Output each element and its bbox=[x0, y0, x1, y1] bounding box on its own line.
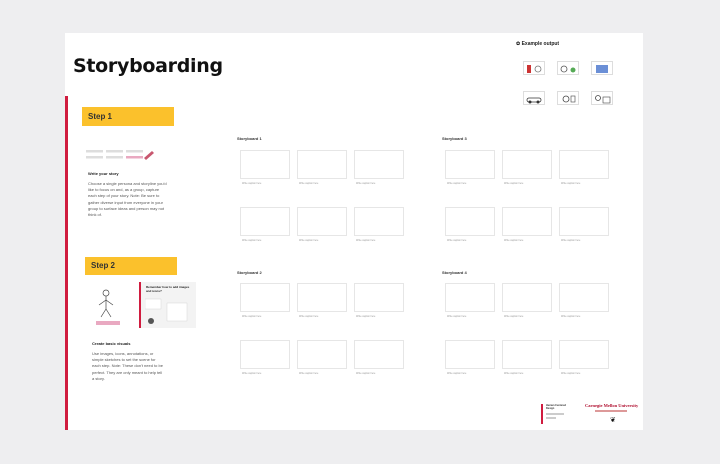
storyboard-frame[interactable] bbox=[240, 283, 290, 312]
cmu-logo-text: Carnegie Mellon University bbox=[585, 403, 639, 408]
frame-caption[interactable]: Write caption here bbox=[504, 372, 524, 375]
storyboard-frame[interactable] bbox=[354, 150, 404, 179]
frame-caption[interactable]: Write caption here bbox=[242, 372, 262, 375]
frame-caption[interactable]: Write caption here bbox=[299, 239, 319, 242]
storyboard-frame[interactable] bbox=[445, 207, 495, 236]
frame-caption[interactable]: Write caption here bbox=[504, 239, 524, 242]
step-1-illustration bbox=[86, 149, 158, 161]
frame-caption[interactable]: Write caption here bbox=[447, 239, 467, 242]
badge-line bbox=[546, 413, 564, 415]
step-1-banner: Step 1 bbox=[82, 107, 174, 126]
example-thumb bbox=[557, 61, 579, 75]
storyboard-frame[interactable] bbox=[559, 207, 609, 236]
storyboard-frame[interactable] bbox=[445, 150, 495, 179]
frame-caption[interactable]: Write caption here bbox=[447, 182, 467, 185]
example-thumb bbox=[591, 91, 613, 105]
left-accent-bar bbox=[65, 96, 68, 430]
step-2-banner: Step 2 bbox=[85, 257, 177, 275]
frame-caption[interactable]: Write caption here bbox=[561, 372, 581, 375]
storyboard-frame[interactable] bbox=[240, 150, 290, 179]
frame-caption[interactable]: Write caption here bbox=[561, 239, 581, 242]
frame-caption[interactable]: Write caption here bbox=[504, 182, 524, 185]
storyboard-frame[interactable] bbox=[559, 340, 609, 369]
storyboard-frame[interactable] bbox=[354, 283, 404, 312]
frame-caption[interactable]: Write caption here bbox=[356, 372, 376, 375]
frame-caption[interactable]: Write caption here bbox=[356, 315, 376, 318]
example-output-label: Example output bbox=[521, 41, 560, 47]
storyboard-canvas: Storyboarding ✿ Example output Step 1 Wr… bbox=[65, 33, 643, 430]
frame-caption[interactable]: Write caption here bbox=[299, 315, 319, 318]
storyboard-frame[interactable] bbox=[502, 207, 552, 236]
storyboard-frame[interactable] bbox=[502, 340, 552, 369]
storyboard-frame[interactable] bbox=[559, 283, 609, 312]
frame-caption[interactable]: Write caption here bbox=[447, 315, 467, 318]
step-2-sketch bbox=[94, 285, 122, 327]
bulb-icon: ✿ bbox=[516, 41, 521, 47]
badge-title: Human Centered Design bbox=[546, 404, 567, 410]
example-output: ✿ Example output bbox=[516, 41, 559, 47]
example-thumb bbox=[523, 61, 545, 75]
step-2-description: Use images, icons, annotations, or simpl… bbox=[92, 351, 163, 381]
storyboard-frame[interactable] bbox=[297, 283, 347, 312]
storyboard-frame[interactable] bbox=[240, 207, 290, 236]
storyboard-frame[interactable] bbox=[297, 340, 347, 369]
storyboard-frame[interactable] bbox=[297, 207, 347, 236]
storyboard-frame[interactable] bbox=[445, 283, 495, 312]
step-2-tip-card[interactable]: Remember how to add images and icons? bbox=[139, 282, 196, 328]
frame-caption[interactable]: Write caption here bbox=[242, 239, 262, 242]
butterfly-logo-icon: ❦ bbox=[610, 417, 616, 424]
storyboard-frame[interactable] bbox=[354, 207, 404, 236]
frame-caption[interactable]: Write caption here bbox=[356, 182, 376, 185]
frame-caption[interactable]: Write caption here bbox=[561, 182, 581, 185]
storyboard-frame[interactable] bbox=[502, 283, 552, 312]
page-title: Storyboarding bbox=[73, 55, 223, 77]
badge-line bbox=[546, 417, 556, 419]
storyboard-frame[interactable] bbox=[445, 340, 495, 369]
frame-caption[interactable]: Write caption here bbox=[242, 182, 262, 185]
frame-caption[interactable]: Write caption here bbox=[561, 315, 581, 318]
storyboard-1-label: Storyboard 1 bbox=[237, 136, 262, 141]
frame-caption[interactable]: Write caption here bbox=[299, 372, 319, 375]
frame-caption[interactable]: Write caption here bbox=[504, 315, 524, 318]
storyboard-frame[interactable] bbox=[502, 150, 552, 179]
frame-caption[interactable]: Write caption here bbox=[242, 315, 262, 318]
example-thumb bbox=[591, 61, 613, 75]
example-thumb bbox=[557, 91, 579, 105]
step-1-heading: Write your story bbox=[88, 171, 119, 176]
storyboard-2-label: Storyboard 2 bbox=[237, 270, 262, 275]
frame-caption[interactable]: Write caption here bbox=[299, 182, 319, 185]
cmu-subtitle-line bbox=[595, 410, 627, 412]
frame-caption[interactable]: Write caption here bbox=[447, 372, 467, 375]
hcd-badge: Human Centered Design bbox=[541, 404, 573, 424]
example-thumb bbox=[523, 91, 545, 105]
step-1-description: Choose a single persona and storyline yo… bbox=[88, 181, 167, 218]
storyboard-frame[interactable] bbox=[559, 150, 609, 179]
storyboard-3-label: Storyboard 3 bbox=[442, 136, 467, 141]
storyboard-frame[interactable] bbox=[240, 340, 290, 369]
storyboard-frame[interactable] bbox=[297, 150, 347, 179]
tip-text: Remember how to add images and icons? bbox=[146, 285, 190, 293]
storyboard-4-label: Storyboard 4 bbox=[442, 270, 467, 275]
storyboard-frame[interactable] bbox=[354, 340, 404, 369]
frame-caption[interactable]: Write caption here bbox=[356, 239, 376, 242]
step-2-heading: Create basic visuals bbox=[92, 341, 131, 346]
